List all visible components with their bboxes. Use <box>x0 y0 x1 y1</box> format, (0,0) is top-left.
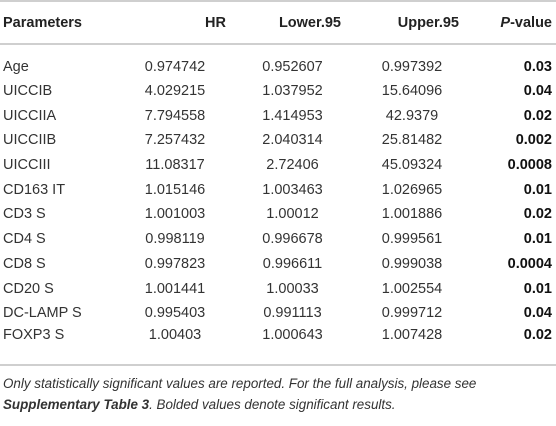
table-bottom-rule <box>0 364 556 366</box>
table-row: UICCIB 4.029215 1.037952 15.64096 0.04 <box>0 79 556 104</box>
cell-p-value: 0.01 <box>523 231 552 248</box>
cell-upper-95: 1.007428 <box>381 326 443 343</box>
cell-upper-95: 1.001886 <box>381 206 443 223</box>
cell-hr: 4.029215 <box>144 83 206 100</box>
cell-upper-95: 0.997392 <box>381 58 443 75</box>
cell-lower-95: 1.003463 <box>262 181 323 198</box>
cell-parameter: FOXP3 S <box>3 326 65 343</box>
cell-hr: 1.015146 <box>144 181 206 198</box>
supplementary-table-link[interactable]: Supplementary Table 3 <box>3 397 150 412</box>
cell-upper-95: 0.999712 <box>381 305 443 322</box>
cell-upper-95: 0.999561 <box>381 231 443 248</box>
table-row: DC-LAMP S 0.995403 0.991113 0.999712 0.04 <box>0 301 556 326</box>
cell-upper-95: 42.9379 <box>385 107 439 124</box>
table-row: FOXP3 S 1.00403 1.000643 1.007428 0.02 <box>0 326 556 351</box>
table-footnote: Only statistically significant values ar… <box>3 373 551 415</box>
cell-lower-95: 2.040314 <box>262 132 323 149</box>
cell-upper-95: 25.81482 <box>381 132 443 149</box>
cell-p-value: 0.04 <box>523 305 552 322</box>
cell-hr: 7.794558 <box>144 107 206 124</box>
header-lower-95: Lower.95 <box>236 0 349 45</box>
cell-lower-95: 2.72406 <box>266 157 319 174</box>
table-row: UICCIIB 7.257432 2.040314 25.81482 0.002 <box>0 128 556 153</box>
cell-parameter: UICCIB <box>3 83 53 100</box>
cell-upper-95: 45.09324 <box>381 157 443 174</box>
cell-parameter: UICCIIB <box>3 132 57 149</box>
table-row: CD20 S 1.001441 1.00033 1.002554 0.01 <box>0 276 556 301</box>
table-row: CD3 S 1.001003 1.00012 1.001886 0.02 <box>0 202 556 227</box>
cell-parameter: Age <box>3 58 29 75</box>
cell-hr: 0.995403 <box>144 305 206 322</box>
cell-hr: 0.997823 <box>144 255 206 272</box>
cell-upper-95: 1.002554 <box>381 280 443 297</box>
table-row: CD4 S 0.998119 0.996678 0.999561 0.01 <box>0 227 556 252</box>
cell-hr: 0.998119 <box>145 231 205 248</box>
cell-lower-95: 1.000643 <box>262 326 323 343</box>
cell-p-value: 0.0004 <box>507 255 552 272</box>
cell-parameter: CD8 S <box>3 255 46 272</box>
cell-p-value: 0.02 <box>523 107 552 124</box>
cell-parameter: CD3 S <box>3 206 46 223</box>
cell-p-value: 0.04 <box>523 83 552 100</box>
cell-upper-95: 1.026965 <box>381 181 443 198</box>
header-row: Parameters HR Lower.95 Upper.95 P-value <box>0 0 556 45</box>
cell-lower-95: 1.414953 <box>262 107 323 124</box>
cell-parameter: CD20 S <box>3 280 54 297</box>
cell-lower-95: 0.996611 <box>262 255 323 272</box>
cell-hr: 1.00403 <box>148 326 202 343</box>
header-p-value: P-value <box>475 0 556 45</box>
header-parameters: Parameters <box>0 0 114 45</box>
cell-parameter: DC-LAMP S <box>3 305 82 322</box>
cell-lower-95: 0.991113 <box>263 305 322 322</box>
header-p-italic: P <box>500 14 511 31</box>
cell-hr: 11.08317 <box>145 157 205 174</box>
cell-parameter: UICCIII <box>3 157 51 174</box>
cell-lower-95: 1.037952 <box>262 83 323 100</box>
table-row: UICCIIA 7.794558 1.414953 42.9379 0.02 <box>0 103 556 128</box>
cell-parameter: CD4 S <box>3 231 46 248</box>
table-header: Parameters HR Lower.95 Upper.95 P-value <box>0 0 556 45</box>
header-upper-95: Upper.95 <box>349 0 475 45</box>
cell-upper-95: 0.999038 <box>381 255 443 272</box>
cell-p-value: 0.01 <box>523 280 552 297</box>
cell-upper-95: 15.64096 <box>381 83 443 100</box>
cell-lower-95: 1.00033 <box>266 280 319 297</box>
cell-p-value: 0.02 <box>523 206 552 223</box>
cell-p-value: 0.0008 <box>507 157 552 174</box>
hazard-ratio-table: Parameters HR Lower.95 Upper.95 P-value … <box>0 0 556 350</box>
header-p-suffix: -value <box>510 14 552 31</box>
cell-lower-95: 0.996678 <box>262 231 323 248</box>
cell-p-value: 0.002 <box>515 132 552 149</box>
cell-hr: 0.974742 <box>144 58 206 75</box>
footnote-text-2: . Bolded values denote significant resul… <box>149 397 396 412</box>
cell-p-value: 0.02 <box>523 326 552 343</box>
cell-hr: 1.001441 <box>144 280 206 297</box>
cell-p-value: 0.01 <box>523 181 552 198</box>
cell-lower-95: 0.952607 <box>262 58 323 75</box>
header-hr: HR <box>114 0 236 45</box>
cell-p-value: 0.03 <box>523 58 552 75</box>
table-row: CD8 S 0.997823 0.996611 0.999038 0.0004 <box>0 252 556 277</box>
cell-hr: 1.001003 <box>144 206 206 223</box>
table-row: CD163 IT 1.015146 1.003463 1.026965 0.01 <box>0 177 556 202</box>
footnote-text-1: Only statistically significant values ar… <box>3 376 477 391</box>
cell-lower-95: 1.00012 <box>266 206 319 223</box>
cell-parameter: CD163 IT <box>3 181 66 198</box>
table-row: UICCIII 11.08317 2.72406 45.09324 0.0008 <box>0 153 556 178</box>
cell-parameter: UICCIIA <box>3 107 57 124</box>
cell-hr: 7.257432 <box>144 132 206 149</box>
table-body: Age 0.974742 0.952607 0.997392 0.03 UICCIB 4.0… <box>0 44 556 350</box>
table-row: Age 0.974742 0.952607 0.997392 0.03 <box>0 44 556 79</box>
